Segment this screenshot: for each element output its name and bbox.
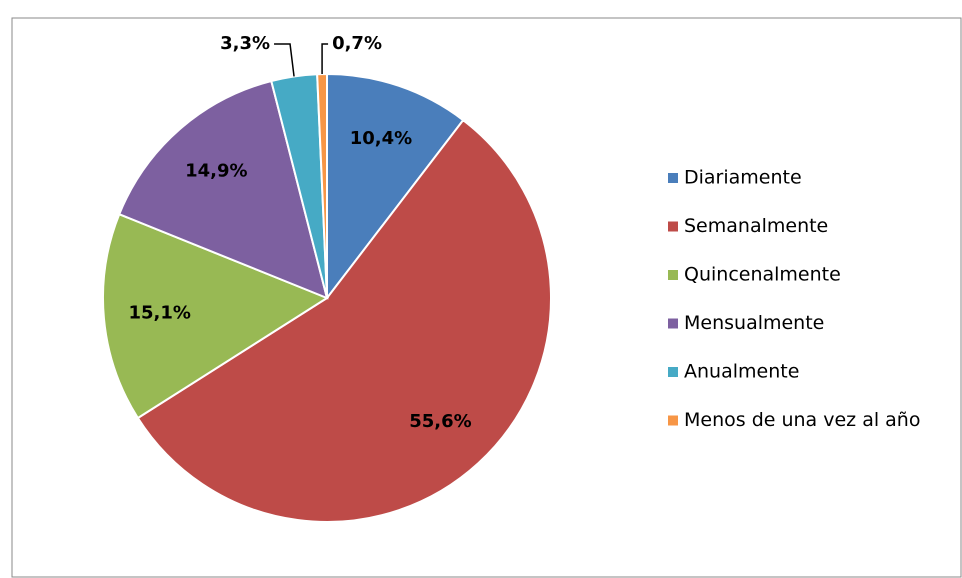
legend-label: Diariamente — [684, 167, 802, 189]
pie-slice — [117, 79, 329, 300]
data-label: 55,6% — [409, 411, 471, 432]
legend-swatch — [668, 415, 678, 426]
leader-line — [321, 43, 329, 75]
legend-swatch — [668, 367, 678, 377]
legend-swatch — [668, 318, 678, 329]
pie-slice — [136, 118, 552, 523]
data-label: 14,9% — [185, 161, 247, 182]
data-label: 3,3% — [220, 33, 270, 54]
legend-swatch — [668, 221, 678, 232]
legend-label: Menos de una vez al año — [684, 409, 920, 431]
legend-swatch — [668, 173, 678, 183]
leader-line — [274, 43, 295, 77]
legend-label: Mensualmente — [684, 312, 824, 334]
pie-slice — [326, 72, 465, 301]
data-label: 0,7% — [332, 33, 382, 54]
legend-swatch — [668, 270, 678, 280]
data-label: 10,4% — [350, 128, 412, 149]
data-label: 15,1% — [128, 302, 190, 323]
legend-label: Quincenalmente — [684, 264, 841, 286]
pie-slice — [102, 212, 330, 420]
legend-label: Semanalmente — [684, 215, 828, 237]
legend-label: Anualmente — [684, 361, 799, 383]
